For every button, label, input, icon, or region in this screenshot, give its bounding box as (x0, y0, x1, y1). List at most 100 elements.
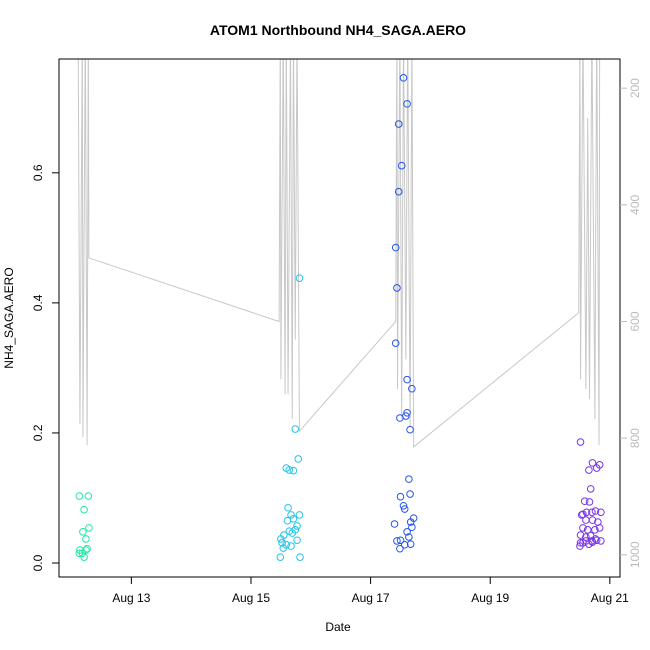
point (406, 540, 415, 548)
point (585, 466, 593, 474)
point (592, 464, 601, 472)
y-tick-label: 0.0 (31, 554, 45, 571)
point (75, 549, 84, 558)
point (408, 523, 416, 532)
x-axis-label: Date (325, 620, 351, 634)
point (80, 553, 88, 561)
point (287, 542, 295, 550)
point (399, 74, 408, 82)
point (586, 485, 595, 493)
point (588, 459, 597, 467)
y2-tick-label: 200 (628, 78, 642, 98)
point (406, 518, 415, 526)
point (576, 438, 585, 446)
point (588, 508, 596, 517)
point (396, 544, 404, 553)
point (408, 384, 416, 393)
y2-tick-label: 400 (628, 195, 642, 215)
point (82, 535, 90, 543)
point (295, 511, 304, 519)
point (591, 526, 599, 534)
point (397, 161, 406, 170)
point (276, 553, 285, 561)
point (588, 538, 597, 547)
point (403, 375, 411, 384)
x-tick-label: Aug 21 (591, 591, 629, 605)
point (283, 516, 292, 525)
plot-frame (58, 58, 621, 578)
point (406, 490, 414, 498)
x-tick-label: Aug 17 (352, 591, 390, 605)
point (84, 492, 93, 500)
point (291, 425, 300, 433)
y2-tick-label: 600 (628, 311, 642, 331)
point (403, 100, 411, 108)
point (582, 533, 590, 541)
point (399, 501, 408, 510)
point (583, 526, 592, 534)
y-axis-label: NH4_SAGA.AERO (2, 267, 16, 368)
y2-tick-label: 800 (628, 428, 642, 448)
point (85, 524, 93, 532)
point (406, 425, 414, 434)
point (585, 498, 594, 506)
point (82, 546, 90, 554)
point (393, 284, 401, 292)
point (391, 243, 400, 252)
point (293, 522, 301, 530)
point (591, 507, 600, 515)
point (390, 520, 399, 528)
plot-area (75, 59, 605, 561)
point (580, 497, 589, 506)
point (577, 511, 586, 519)
point (597, 537, 605, 545)
point (396, 492, 405, 501)
point (576, 539, 585, 547)
point (394, 120, 403, 128)
point (278, 539, 286, 547)
point (287, 511, 295, 519)
point (295, 274, 304, 282)
point (405, 533, 413, 541)
point (289, 466, 298, 475)
x-tick-label: Aug 13 (112, 591, 150, 605)
point (400, 541, 409, 549)
point (293, 536, 301, 545)
point (279, 544, 288, 552)
point (579, 524, 587, 532)
point (400, 505, 409, 513)
point (582, 516, 590, 524)
x-tick-label: Aug 19 (471, 591, 509, 605)
y-tick-label: 0.6 (31, 164, 45, 181)
y-tick-label: 0.2 (31, 424, 45, 441)
line (77, 59, 601, 448)
point (405, 475, 413, 483)
point (285, 466, 294, 474)
point (391, 339, 400, 348)
point (83, 544, 91, 553)
point (576, 531, 585, 539)
point (296, 553, 304, 561)
x-tick-label: Aug 15 (232, 591, 270, 605)
point (592, 536, 601, 545)
point (291, 526, 300, 534)
point (394, 187, 403, 196)
chart-title: ATOM1 Northbound NH4_SAGA.AERO (210, 22, 466, 38)
point (294, 455, 303, 463)
point (79, 528, 87, 536)
point (403, 408, 411, 417)
point (277, 535, 285, 543)
point (75, 492, 84, 500)
point (396, 414, 404, 422)
y-tick-label: 0.4 (31, 294, 45, 311)
point (585, 540, 593, 548)
point (403, 528, 411, 536)
y2-tick-label: 1000 (628, 541, 642, 568)
point (588, 516, 597, 524)
point (595, 524, 604, 532)
point (80, 505, 88, 514)
point (396, 536, 405, 545)
point (393, 537, 401, 545)
point (284, 503, 292, 512)
